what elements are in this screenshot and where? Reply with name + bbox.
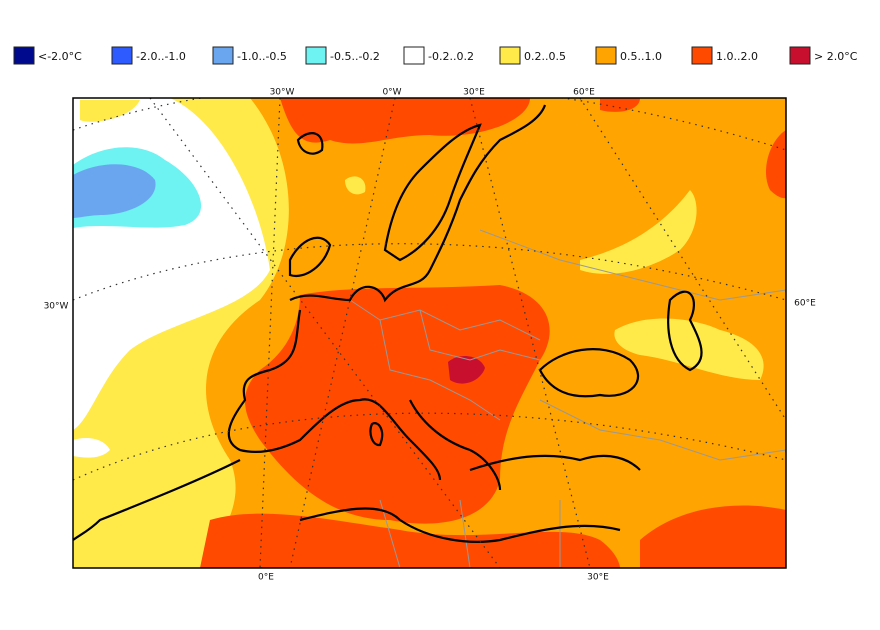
legend: <-2.0°C -2.0..-1.0 -1.0..-0.5 -0.5..-0.2 -0.… xyxy=(13,46,858,65)
borders xyxy=(349,229,786,568)
coastline xyxy=(73,104,703,543)
legend-swatch xyxy=(305,46,327,65)
legend-label: > 2.0°C xyxy=(814,50,858,63)
longitude-label: 0°E xyxy=(258,573,274,583)
longitude-label: 60°E xyxy=(573,88,595,98)
map-frame xyxy=(72,97,787,569)
legend-label: <-2.0°C xyxy=(38,50,82,63)
longitude-label: 60°E xyxy=(794,299,816,309)
legend-swatch xyxy=(789,46,811,65)
anomaly-area xyxy=(765,130,786,199)
longitude-label: 30°E xyxy=(587,573,609,583)
legend-label: -0.5..-0.2 xyxy=(330,50,380,63)
longitude-label: 30°E xyxy=(463,88,485,98)
latitude-label: 30°W xyxy=(44,302,69,312)
longitude-label: 30°W xyxy=(270,88,295,98)
anomaly-area xyxy=(73,438,110,458)
anomaly-area xyxy=(640,505,786,568)
legend-swatch xyxy=(111,46,133,65)
legend-swatch xyxy=(691,46,713,65)
anomaly-area xyxy=(448,356,485,384)
anomaly-area xyxy=(345,176,366,195)
legend-swatch xyxy=(13,46,35,65)
anomaly-area xyxy=(614,318,764,380)
anomaly-area xyxy=(580,190,697,274)
legend-label: 1.0..2.0 xyxy=(716,50,758,63)
legend-label: 0.5..1.0 xyxy=(620,50,662,63)
legend-label: 0.2..0.5 xyxy=(524,50,566,63)
anomaly-area xyxy=(245,285,550,524)
legend-swatch xyxy=(212,46,234,65)
legend-swatch xyxy=(403,46,425,65)
legend-label: -0.2..0.2 xyxy=(428,50,474,63)
longitude-label: 0°W xyxy=(382,88,401,98)
anomaly-area xyxy=(280,98,530,144)
anomaly-area xyxy=(600,98,640,112)
legend-label: -1.0..-0.5 xyxy=(237,50,287,63)
legend-swatch xyxy=(499,46,521,65)
legend-label: -2.0..-1.0 xyxy=(136,50,186,63)
legend-swatch xyxy=(595,46,617,65)
anomaly-area xyxy=(80,100,140,122)
map xyxy=(73,98,786,568)
graticule xyxy=(73,98,786,568)
anomaly-area xyxy=(200,513,620,568)
anomaly-area xyxy=(73,164,156,218)
